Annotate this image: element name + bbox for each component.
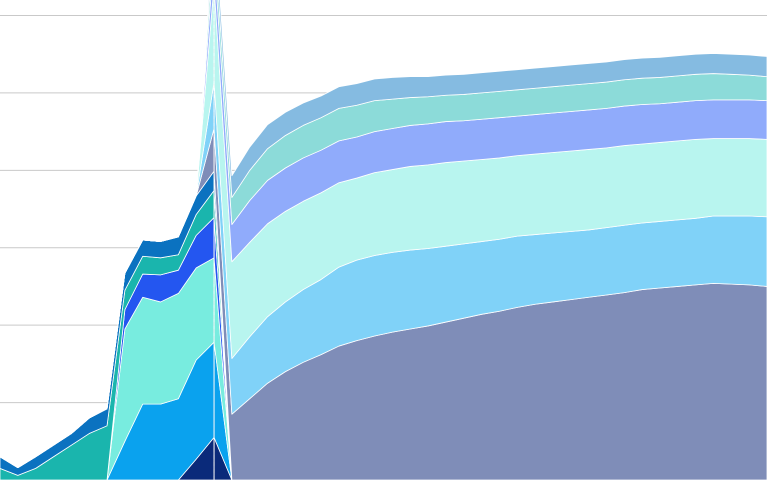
area-series-2 bbox=[0, 341, 767, 480]
area-series-3 bbox=[0, 257, 767, 480]
area-series-1 bbox=[0, 437, 767, 480]
area-series-12 bbox=[0, 0, 767, 469]
area-series-5 bbox=[0, 190, 767, 480]
